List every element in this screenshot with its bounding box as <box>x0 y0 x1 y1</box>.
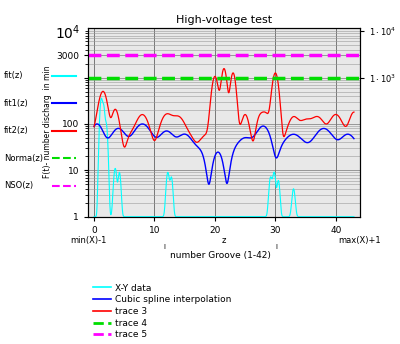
Text: number Groove (1-42): number Groove (1-42) <box>170 251 270 260</box>
Text: z: z <box>222 236 226 245</box>
Text: min(X)-1: min(X)-1 <box>70 236 106 245</box>
Legend: X-Y data, Cubic spline interpolation, trace 3, trace 4, trace 5: X-Y data, Cubic spline interpolation, tr… <box>92 284 232 340</box>
Text: I: I <box>275 244 277 250</box>
Text: fit2(z): fit2(z) <box>4 126 29 135</box>
Y-axis label: F(t)- number discharg  in min: F(t)- number discharg in min <box>43 66 52 179</box>
Title: High-voltage test: High-voltage test <box>176 15 272 25</box>
Text: max(X)+1: max(X)+1 <box>339 236 381 245</box>
Text: Norma(z): Norma(z) <box>4 154 43 163</box>
Text: I: I <box>163 244 165 250</box>
Text: fit1(z): fit1(z) <box>4 99 29 108</box>
Text: fit(z): fit(z) <box>4 71 24 80</box>
Text: NSO(z): NSO(z) <box>4 181 33 190</box>
